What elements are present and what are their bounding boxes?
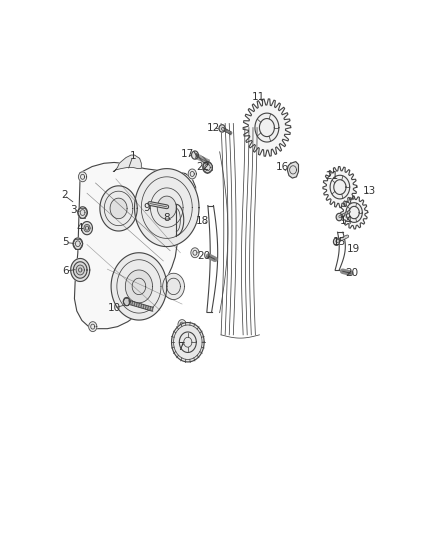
Text: 15: 15 xyxy=(333,238,346,247)
Polygon shape xyxy=(134,168,199,247)
Polygon shape xyxy=(78,172,87,182)
Text: 9: 9 xyxy=(143,203,150,213)
Polygon shape xyxy=(157,196,176,219)
Polygon shape xyxy=(336,213,342,221)
Polygon shape xyxy=(78,207,87,219)
Polygon shape xyxy=(330,175,350,199)
Polygon shape xyxy=(111,253,167,320)
Polygon shape xyxy=(333,238,339,245)
Polygon shape xyxy=(203,161,212,173)
Text: 10: 10 xyxy=(108,303,121,313)
Polygon shape xyxy=(341,196,368,229)
Text: 1: 1 xyxy=(130,151,136,161)
Text: 22: 22 xyxy=(196,163,209,172)
Text: 3: 3 xyxy=(70,205,77,215)
Text: 19: 19 xyxy=(347,245,360,254)
Polygon shape xyxy=(71,259,90,281)
Polygon shape xyxy=(219,125,225,132)
Text: 5: 5 xyxy=(62,238,69,247)
Polygon shape xyxy=(76,265,84,275)
Text: 8: 8 xyxy=(163,213,170,223)
Polygon shape xyxy=(73,238,83,249)
Polygon shape xyxy=(346,203,362,222)
Polygon shape xyxy=(100,186,137,231)
Polygon shape xyxy=(191,151,198,159)
Polygon shape xyxy=(188,169,196,179)
Text: 13: 13 xyxy=(363,186,376,196)
Polygon shape xyxy=(89,322,97,332)
Text: 14: 14 xyxy=(340,216,353,226)
Polygon shape xyxy=(74,163,196,329)
Polygon shape xyxy=(172,322,204,362)
Polygon shape xyxy=(74,262,87,278)
Polygon shape xyxy=(110,198,127,219)
Polygon shape xyxy=(287,161,298,178)
Polygon shape xyxy=(81,222,92,235)
Text: 2: 2 xyxy=(61,190,67,200)
Text: 12: 12 xyxy=(207,123,220,133)
Text: 16: 16 xyxy=(276,163,289,172)
Polygon shape xyxy=(178,320,186,329)
Polygon shape xyxy=(191,248,199,257)
Polygon shape xyxy=(255,113,279,142)
Polygon shape xyxy=(84,224,90,232)
Polygon shape xyxy=(113,155,141,172)
Polygon shape xyxy=(162,273,184,300)
Text: 21: 21 xyxy=(325,171,338,181)
Polygon shape xyxy=(323,166,357,207)
Polygon shape xyxy=(243,99,291,156)
Text: 20: 20 xyxy=(345,268,358,278)
Polygon shape xyxy=(125,270,152,303)
Text: 11: 11 xyxy=(252,92,265,102)
Text: 20: 20 xyxy=(198,251,211,261)
Text: 4: 4 xyxy=(77,223,84,233)
Text: 18: 18 xyxy=(196,216,209,226)
Text: 6: 6 xyxy=(62,266,69,276)
Text: 17: 17 xyxy=(180,149,194,159)
Polygon shape xyxy=(124,297,130,306)
Text: 7: 7 xyxy=(177,342,184,352)
